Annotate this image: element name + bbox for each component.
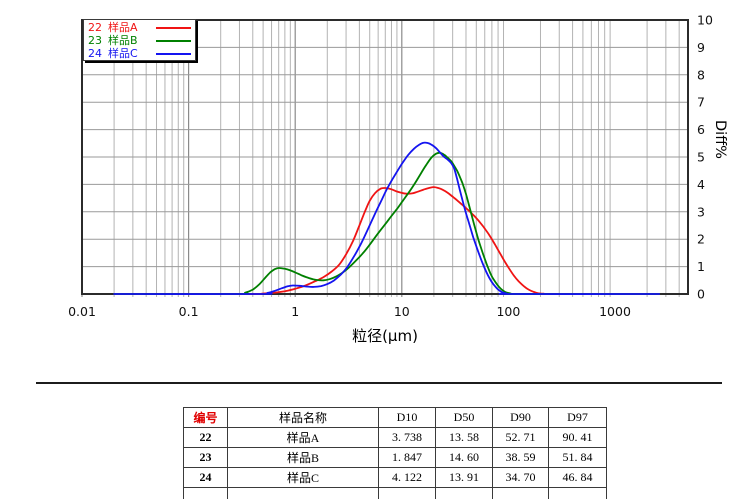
legend-sample-name: 样品C <box>108 47 138 60</box>
y-axis-title: Diff% <box>712 120 728 159</box>
legend-line-swatch <box>156 52 191 55</box>
svg-text:3: 3 <box>697 204 705 219</box>
svg-text:100: 100 <box>496 304 520 319</box>
legend-entry-24: 24 样品C <box>88 47 191 60</box>
svg-text:10: 10 <box>394 304 410 319</box>
legend-line-swatch <box>156 26 191 29</box>
legend-sample-id: 24 <box>88 47 102 60</box>
horizontal-rule <box>36 382 722 384</box>
header-d97: D97 <box>548 407 607 428</box>
svg-text:5: 5 <box>697 150 705 165</box>
header-id: 编号 <box>183 407 228 428</box>
cell-d90: 52. 71 <box>492 427 549 448</box>
svg-text:1: 1 <box>697 259 705 274</box>
legend-line-swatch <box>156 39 191 42</box>
cell-d90: 38. 59 <box>492 447 549 468</box>
table-row: 24 样品C 4. 122 13. 91 34. 70 46. 84 <box>183 467 607 488</box>
cell-sample-name: 样品C <box>227 467 379 488</box>
svg-text:0: 0 <box>697 287 705 302</box>
legend-entry-22: 22 样品A <box>88 21 191 34</box>
table-header-row: 编号 样品名称 D10 D50 D90 D97 <box>183 407 607 428</box>
cell-d50: 13. 58 <box>435 427 493 448</box>
svg-text:9: 9 <box>697 40 705 55</box>
x-axis-title: 粒径(μm) <box>352 327 418 345</box>
results-table: 编号 样品名称 D10 D50 D90 D97 22 样品A 3. 738 13… <box>183 407 607 499</box>
svg-text:2: 2 <box>697 232 705 247</box>
svg-text:8: 8 <box>697 67 705 82</box>
header-sample-name: 样品名称 <box>227 407 379 428</box>
svg-text:6: 6 <box>697 122 705 137</box>
legend-entry-23: 23 样品B <box>88 34 191 47</box>
cell-d90: 34. 70 <box>492 467 549 488</box>
table-row: 23 样品B 1. 847 14. 60 38. 59 51. 84 <box>183 447 607 468</box>
results-table-container: 编号 样品名称 D10 D50 D90 D97 22 样品A 3. 738 13… <box>183 407 608 499</box>
cell-sample-id: 22 <box>183 427 228 448</box>
cell-d97: 90. 41 <box>548 427 607 448</box>
cell-sample-id: 23 <box>183 447 228 468</box>
svg-text:0.1: 0.1 <box>179 304 199 319</box>
header-d10: D10 <box>378 407 436 428</box>
svg-text:4: 4 <box>697 177 705 192</box>
svg-text:10: 10 <box>697 13 713 28</box>
cell-sample-id: 24 <box>183 467 228 488</box>
cell-sample-name: 样品B <box>227 447 379 468</box>
svg-text:1: 1 <box>291 304 299 319</box>
legend-sample-name: 样品A <box>108 21 138 34</box>
cell-d10: 1. 847 <box>378 447 436 468</box>
svg-text:0.01: 0.01 <box>68 304 96 319</box>
cell-d10: 4. 122 <box>378 467 436 488</box>
legend-sample-id: 23 <box>88 34 102 47</box>
cell-d50: 13. 91 <box>435 467 493 488</box>
cell-d50: 14. 60 <box>435 447 493 468</box>
header-d90: D90 <box>492 407 549 428</box>
legend-sample-name: 样品B <box>108 34 138 47</box>
cell-d10: 3. 738 <box>378 427 436 448</box>
cell-d97: 46. 84 <box>548 467 607 488</box>
header-d50: D50 <box>435 407 493 428</box>
table-row: 22 样品A 3. 738 13. 58 52. 71 90. 41 <box>183 427 607 448</box>
svg-text:1000: 1000 <box>599 304 631 319</box>
chart-legend: 22 样品A 23 样品B 24 样品C <box>83 19 196 61</box>
svg-text:7: 7 <box>697 95 705 110</box>
table-row-clipped <box>183 487 607 499</box>
cell-d97: 51. 84 <box>548 447 607 468</box>
legend-sample-id: 22 <box>88 21 102 34</box>
cell-sample-name: 样品A <box>227 427 379 448</box>
